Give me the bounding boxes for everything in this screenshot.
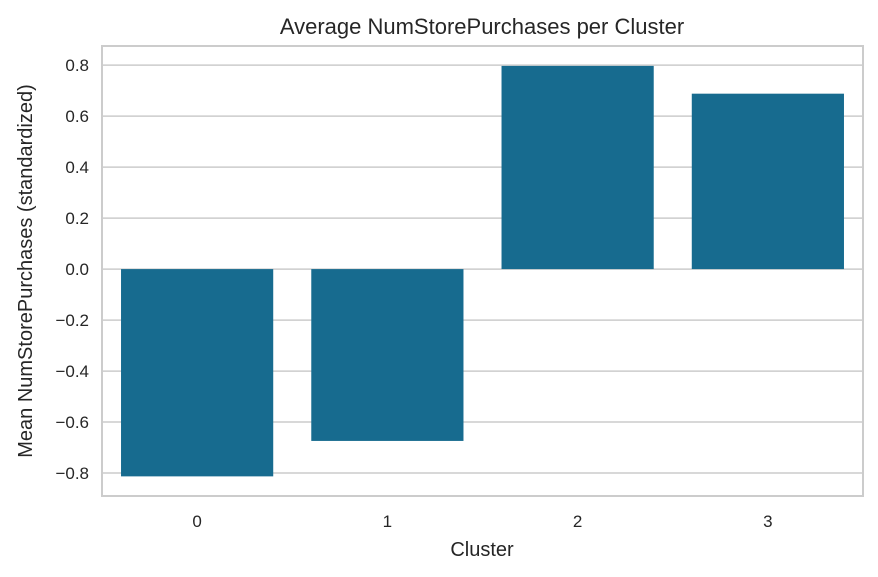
x-tick-label: 1 — [383, 512, 392, 531]
x-axis-label: Cluster — [450, 539, 514, 561]
y-tick-label: −0.8 — [55, 464, 89, 483]
bar-cluster-0 — [121, 269, 274, 477]
bars — [121, 65, 844, 477]
bar-cluster-2 — [501, 65, 654, 270]
y-tick-label: 0.6 — [65, 107, 89, 126]
x-tick-label: 0 — [192, 512, 201, 531]
y-tick-labels: 0.8 0.6 0.4 0.2 0.0 −0.2 −0.4 −0.6 −0.8 — [55, 56, 89, 483]
y-tick-label: −0.4 — [55, 362, 89, 381]
y-axis-label: Mean NumStorePurchases (standardized) — [15, 84, 37, 458]
x-tick-label: 2 — [573, 512, 582, 531]
y-tick-label: −0.6 — [55, 413, 89, 432]
y-tick-label: 0.2 — [65, 209, 89, 228]
x-tick-labels: 0 1 2 3 — [192, 512, 772, 531]
x-tick-label: 3 — [763, 512, 772, 531]
y-tick-label: −0.2 — [55, 311, 89, 330]
plot-frame — [101, 45, 864, 497]
chart-title: Average NumStorePurchases per Cluster — [280, 14, 684, 39]
y-tick-label: 0.0 — [65, 260, 89, 279]
y-tick-label: 0.4 — [65, 158, 89, 177]
y-tick-label: 0.8 — [65, 56, 89, 75]
bar-cluster-1 — [311, 269, 464, 441]
bar-cluster-3 — [691, 93, 844, 270]
